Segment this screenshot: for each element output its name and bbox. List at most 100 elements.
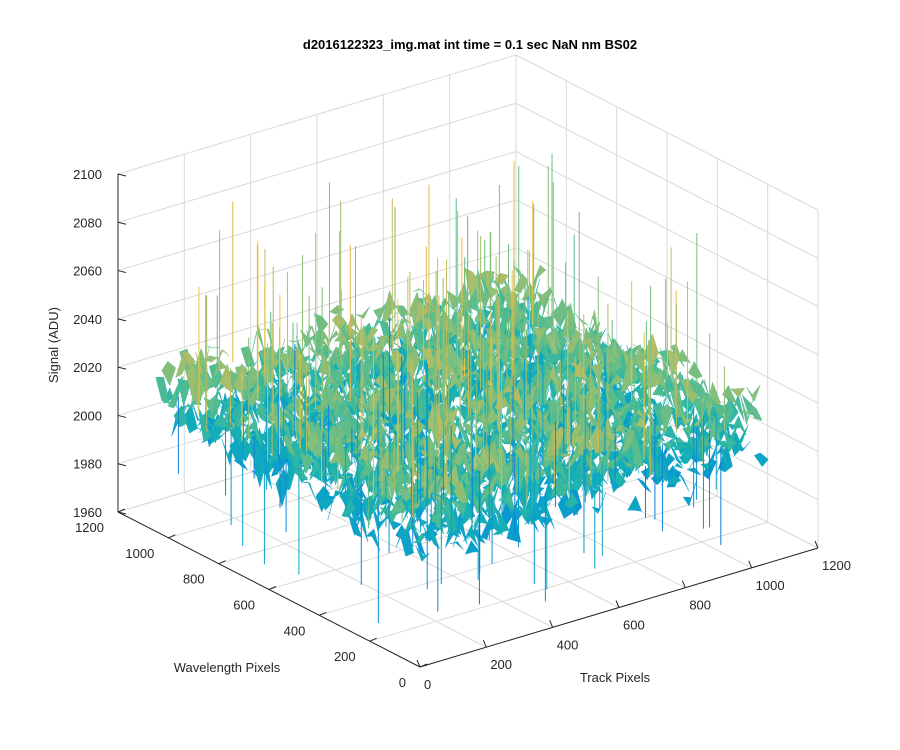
- surface-patch: [456, 382, 471, 405]
- surface-patch: [599, 389, 614, 409]
- surface-patch: [233, 460, 248, 471]
- x-axis-label: Track Pixels: [580, 670, 651, 685]
- surface-patch: [312, 364, 327, 395]
- surface-patch: [559, 450, 574, 464]
- y-tick-mark: [117, 508, 126, 513]
- y-tick-mark: [319, 611, 327, 616]
- surface-patch: [464, 540, 480, 555]
- surface-patch: [627, 495, 642, 512]
- surface-patch: [445, 521, 460, 548]
- grid-line: [117, 54, 517, 175]
- y-tick-label: 400: [284, 623, 306, 638]
- surface-patch: [419, 316, 434, 332]
- surface-patch: [331, 486, 346, 497]
- grid-line: [117, 151, 517, 272]
- surface-patch: [296, 335, 311, 368]
- surface-patch: [205, 345, 220, 349]
- surface-patch: [215, 416, 231, 431]
- surface-patch: [288, 339, 303, 343]
- surface-patch: [670, 436, 686, 450]
- surface-patch: [656, 433, 671, 438]
- surface-patch: [374, 373, 389, 389]
- surface-patch: [540, 505, 555, 529]
- surface-patch: [181, 351, 196, 368]
- surface-patch: [753, 452, 769, 467]
- surface-patch: [323, 435, 338, 449]
- surface-patch: [341, 498, 357, 518]
- surface-patch: [554, 460, 569, 485]
- surface-patch: [512, 334, 528, 360]
- surface-patch: [628, 352, 643, 384]
- z-tick-mark: [117, 173, 127, 177]
- surface-plot: [155, 153, 769, 623]
- surface-patch: [247, 418, 262, 450]
- surface-patch: [712, 400, 727, 420]
- grid-line: [319, 495, 718, 616]
- surface-patch: [610, 407, 626, 421]
- surface-patch: [544, 334, 560, 355]
- surface-patch: [470, 399, 485, 415]
- surface-patch: [675, 468, 690, 492]
- surface-patch: [492, 528, 508, 535]
- surface-patch: [411, 495, 427, 509]
- surface-patch: [658, 404, 674, 433]
- surface-patch: [500, 485, 516, 513]
- surface-patch: [322, 411, 338, 427]
- y-tick-label: 0: [399, 675, 406, 690]
- grid-line: [117, 199, 517, 320]
- z-tick-mark: [117, 463, 127, 467]
- surface-patch: [299, 452, 315, 475]
- surface-patch: [155, 376, 170, 405]
- surface-patch: [740, 392, 755, 425]
- surface-patch: [301, 481, 316, 500]
- y-tick-label: 1200: [75, 520, 104, 535]
- surface-patch: [550, 341, 566, 360]
- surface-patch: [618, 400, 634, 414]
- surface-patch: [453, 478, 468, 503]
- x-tick-mark: [416, 659, 421, 668]
- surface-patch: [331, 420, 346, 454]
- y-tick-label: 1000: [125, 546, 154, 561]
- surface-patch: [363, 493, 378, 522]
- surface-patch: [281, 434, 297, 457]
- surface-patch: [413, 288, 428, 297]
- x-tick-mark: [482, 639, 487, 648]
- x-tick-label: 200: [490, 657, 512, 672]
- surface-patch: [613, 423, 628, 437]
- x-tick-label: 400: [557, 637, 579, 652]
- surface-patch: [631, 409, 646, 420]
- surface-patch: [431, 495, 446, 508]
- surface-patch: [373, 335, 389, 362]
- surface-patch: [293, 466, 309, 481]
- surface-patch: [722, 424, 737, 454]
- surface-patch: [305, 430, 321, 453]
- grid-line: [515, 54, 819, 211]
- surface-patch: [524, 506, 539, 515]
- surface-patch: [346, 339, 361, 364]
- surface-patch: [355, 499, 370, 525]
- surface-patch: [371, 491, 387, 515]
- x-tick-mark: [814, 540, 819, 549]
- surface-patch: [484, 472, 500, 495]
- surface-patch: [213, 399, 228, 430]
- surface-patch: [211, 420, 226, 441]
- z-tick-label: 2080: [73, 215, 102, 230]
- surface-patch: [455, 517, 470, 541]
- grid-line: [369, 521, 768, 642]
- axes-lines: [117, 173, 819, 668]
- surface-patch: [684, 387, 699, 404]
- z-tick-mark: [117, 511, 127, 515]
- surface-patch: [328, 388, 344, 405]
- surface-patch: [714, 445, 729, 469]
- surface-patch: [463, 524, 478, 546]
- surface-patch: [635, 397, 650, 416]
- surface-patch: [514, 273, 529, 294]
- z-tick-label: 2060: [73, 264, 102, 279]
- y-tick-mark: [268, 586, 277, 590]
- surface-patch: [474, 307, 489, 326]
- surface-patch: [391, 342, 406, 356]
- grid-line: [515, 151, 819, 308]
- surface-patch: [496, 463, 512, 487]
- surface-patch: [327, 402, 342, 429]
